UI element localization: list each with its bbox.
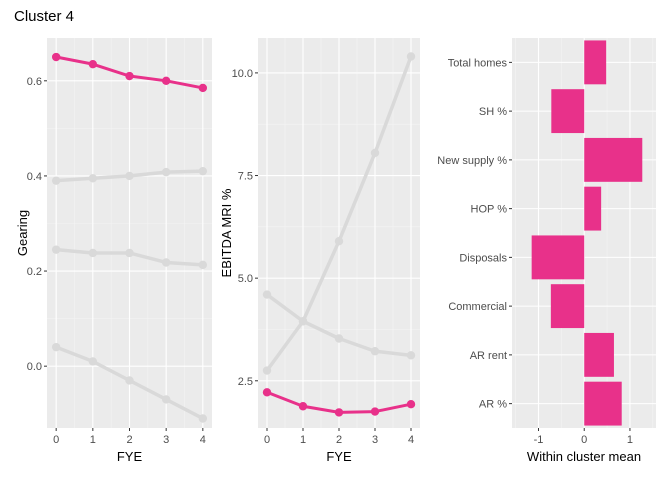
y-tick-label: 0.2	[27, 266, 42, 278]
category-label: Disposals	[459, 252, 507, 264]
other-series-point	[406, 351, 416, 360]
other-series-point	[51, 245, 61, 254]
y-tick-label: 7.5	[238, 171, 253, 183]
other-series-point	[334, 237, 344, 246]
category-label: SH %	[479, 106, 507, 118]
other-series-point	[370, 347, 380, 356]
bar-sh	[551, 89, 585, 134]
y-tick-label: 0.0	[27, 361, 42, 373]
bar-disposals	[531, 235, 585, 280]
highlight-series-point	[262, 388, 272, 397]
bar-commercial	[550, 284, 585, 329]
category-label: Total homes	[448, 57, 508, 69]
y-tick-label: 0.4	[27, 171, 42, 183]
x-axis-title: Within cluster mean	[527, 449, 641, 464]
x-tick-label: 3	[163, 434, 169, 446]
x-tick-label: 0	[53, 434, 59, 446]
other-series-point	[370, 148, 380, 158]
category-label: AR %	[479, 399, 507, 411]
x-tick-label: 1	[300, 434, 306, 446]
other-series-point	[51, 176, 61, 185]
y-axis-title: EBITDA MRI %	[219, 188, 234, 277]
other-series-point	[161, 167, 171, 177]
x-tick-label: 4	[408, 434, 414, 446]
gearing-panel: 0 1 2 3 4 0.0 0.2 0.4 0.6 FYE Gearing	[15, 38, 212, 464]
x-tick-label: 1	[90, 434, 96, 446]
x-axis-title: FYE	[117, 449, 143, 464]
category-label: HOP %	[471, 204, 508, 216]
bar-new-supply	[584, 137, 643, 182]
category-label: AR rent	[470, 350, 507, 362]
bar-ar-rent	[584, 332, 614, 377]
highlight-series-point	[298, 402, 308, 411]
other-series-point	[125, 248, 134, 258]
highlight-series-point	[161, 76, 171, 86]
y-tick-label: 2.5	[238, 376, 253, 388]
highlight-series-point	[88, 59, 98, 69]
x-tick-label: 4	[200, 434, 206, 446]
category-label: Commercial	[448, 301, 507, 313]
other-series-point	[161, 395, 171, 404]
bar-total-homes	[584, 40, 607, 85]
y-axis-title: Gearing	[15, 210, 30, 256]
other-series-point	[51, 342, 61, 352]
x-tick-label: 0	[264, 434, 270, 446]
other-series-point	[262, 366, 272, 375]
other-series-point	[88, 357, 98, 366]
other-series-point	[198, 260, 208, 270]
other-series-point	[298, 317, 308, 326]
highlight-series-point	[406, 399, 416, 409]
other-series-point	[161, 258, 171, 267]
ebitda-panel: 0 1 2 3 4 2.5 5.0 7.5 10.0 FYE EBITDA MRI %	[219, 38, 420, 464]
x-tick-label: -1	[534, 434, 544, 446]
highlight-series-point	[370, 407, 380, 416]
category-label: New supply %	[437, 155, 507, 167]
other-series-point	[88, 248, 98, 258]
other-series-point	[406, 52, 416, 61]
other-series-point	[88, 174, 98, 183]
y-tick-label: 10.0	[232, 68, 253, 80]
x-axis-title: FYE	[326, 449, 352, 464]
chart-title: Cluster 4	[14, 8, 74, 25]
x-tick-label: 1	[627, 434, 633, 446]
other-series-point	[198, 414, 208, 423]
bar-hop	[584, 186, 602, 231]
x-tick-label: 0	[581, 434, 587, 446]
other-series-point	[125, 376, 134, 385]
other-series-point	[334, 334, 344, 343]
highlight-series-point	[334, 408, 344, 417]
highlight-series-point	[125, 71, 134, 81]
x-tick-label: 2	[126, 434, 132, 446]
y-tick-label: 0.6	[27, 76, 42, 88]
y-tick-label: 5.0	[238, 273, 253, 285]
other-series-point	[198, 166, 208, 176]
other-series-point	[125, 171, 134, 181]
x-tick-label: 3	[372, 434, 378, 446]
cluster-mean-panel: Total homes SH % New supply % HOP % Disposal…	[437, 38, 656, 464]
bar-ar	[584, 381, 622, 426]
other-series-point	[262, 290, 272, 299]
x-tick-label: 2	[336, 434, 342, 446]
highlight-series-point	[51, 52, 61, 62]
highlight-series-point	[198, 83, 208, 93]
